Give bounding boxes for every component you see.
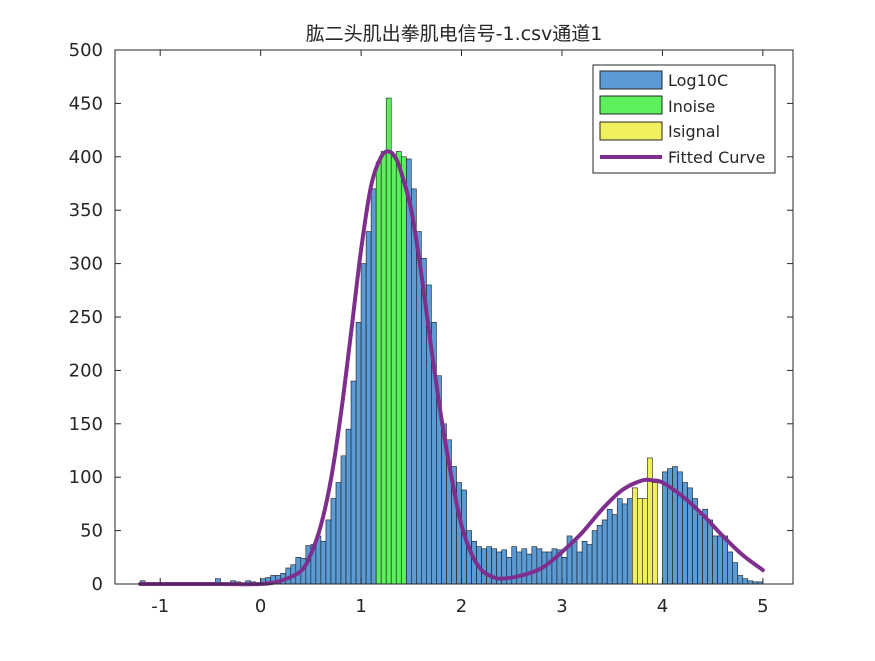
legend-swatch-inoise	[599, 95, 663, 115]
bar-isignal	[652, 482, 658, 585]
bar-log10c	[486, 546, 492, 585]
bar-log10c	[345, 428, 352, 585]
legend-label-fitted-curve: Fitted Curve	[668, 148, 765, 167]
bar-log10c	[672, 466, 678, 585]
legend-label-isignal: Isignal	[668, 122, 720, 141]
bar-log10c	[546, 551, 553, 585]
bar-log10c	[325, 519, 332, 585]
bar-log10c	[416, 231, 422, 585]
bar-log10c	[370, 188, 377, 585]
x-tick-label: 2	[456, 596, 467, 617]
bar-log10c	[616, 498, 623, 585]
bar-inoise	[395, 151, 402, 585]
bar-log10c	[601, 519, 608, 585]
bar-log10c	[586, 544, 593, 585]
bar-inoise	[380, 151, 387, 585]
bar-log10c	[732, 562, 739, 585]
bar-isignal	[637, 498, 643, 585]
bar-log10c	[405, 158, 412, 585]
x-tick-label: 5	[757, 596, 768, 617]
y-tick-label: 50	[80, 521, 103, 542]
legend-swatch-log10c	[599, 70, 663, 90]
x-tick-label: 4	[657, 596, 668, 617]
bar-log10c	[606, 508, 613, 585]
bar-log10c	[581, 540, 588, 585]
y-tick-label: 150	[69, 414, 103, 435]
bar-isignal	[642, 498, 648, 585]
y-tick-label: 300	[69, 254, 103, 275]
bar-log10c	[626, 498, 633, 585]
x-tick-label: 1	[355, 596, 366, 617]
bar-log10c	[335, 482, 342, 585]
y-tick-label: 200	[69, 360, 103, 381]
bar-log10c	[576, 551, 583, 585]
bar-log10c	[350, 380, 357, 585]
legend-swatch-isignal	[599, 121, 663, 141]
bar-log10c	[707, 519, 713, 585]
legend: Log10C Inoise Isignal Fitted Curve	[592, 64, 776, 174]
bar-isignal	[647, 457, 653, 585]
chart-title: 肱二头肌出拳肌电信号-1.csv通道1	[306, 23, 603, 45]
bar-log10c	[330, 498, 337, 585]
bar-log10c	[320, 540, 327, 585]
y-tick-label: 450	[69, 93, 103, 114]
bar-log10c	[571, 540, 578, 585]
bar-inoise	[375, 161, 382, 585]
bar-log10c	[742, 578, 749, 585]
bar-log10c	[662, 471, 668, 585]
bar-log10c	[526, 553, 533, 585]
bar-log10c	[596, 524, 603, 585]
bar-log10c	[365, 231, 372, 585]
legend-label-inoise: Inoise	[668, 97, 715, 116]
bar-log10c	[727, 551, 734, 585]
bar-inoise	[400, 156, 407, 585]
y-tick-label: 250	[69, 307, 103, 328]
bar-log10c	[621, 503, 628, 585]
y-tick-label: 400	[69, 147, 103, 168]
bar-log10c	[340, 455, 347, 585]
y-tick-label: 0	[92, 574, 103, 595]
bar-inoise	[385, 97, 392, 585]
bar-log10c	[481, 548, 487, 585]
x-tick-label: 0	[255, 596, 266, 617]
bar-log10c	[677, 471, 683, 585]
bar-log10c	[697, 514, 703, 585]
bar-log10c	[737, 575, 744, 585]
bar-log10c	[717, 535, 723, 585]
bar-inoise	[390, 156, 397, 585]
bar-log10c	[551, 548, 558, 585]
curve-layer	[138, 149, 765, 587]
bar-log10c	[611, 514, 618, 585]
fitted-curve-line	[138, 149, 765, 587]
bar-log10c	[516, 551, 523, 585]
y-tick-label: 100	[69, 467, 103, 488]
bar-log10c	[722, 535, 729, 585]
bar-log10c	[531, 546, 538, 585]
bar-log10c	[712, 535, 718, 585]
y-tick-label: 500	[69, 40, 103, 61]
bar-log10c	[521, 548, 528, 585]
x-tick-label: 3	[556, 596, 567, 617]
x-tick-label: -1	[151, 596, 169, 617]
bar-isignal	[631, 487, 638, 585]
legend-label-log10c: Log10C	[668, 71, 728, 90]
bar-log10c	[355, 322, 362, 585]
y-tick-label: 350	[69, 200, 103, 221]
bar-log10c	[561, 556, 568, 585]
bar-log10c	[360, 263, 367, 585]
bar-log10c	[591, 530, 598, 585]
